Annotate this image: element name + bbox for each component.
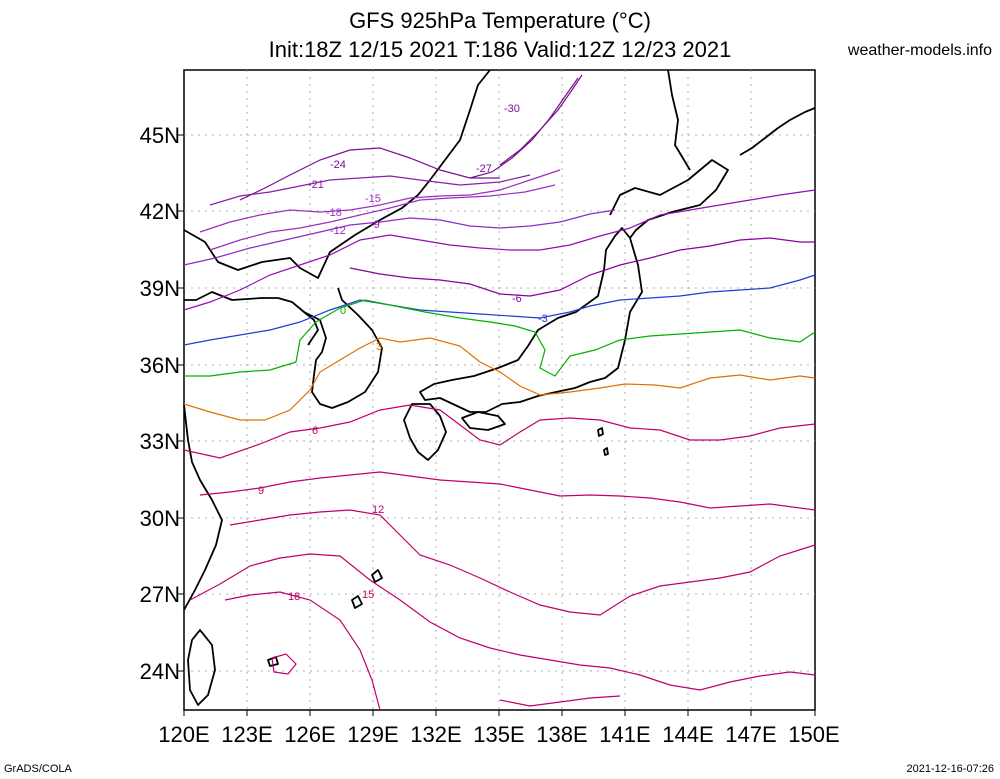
- contour-minus-3: [183, 274, 816, 346]
- coast-ryukyu-1: [351, 595, 363, 609]
- coast-honshu: [419, 227, 643, 413]
- contour-minus-30: [499, 74, 583, 166]
- label-minus-15: -15: [365, 193, 381, 205]
- contour-0: [184, 299, 816, 377]
- chart-subtitle: Init:18Z 12/15 2021 T:186 Valid:12Z 12/2…: [268, 37, 732, 62]
- site-label: weather-models.info: [847, 42, 992, 59]
- coastlines: [183, 69, 816, 706]
- lon-label-147e: 147E: [725, 722, 777, 747]
- coast-izu-1: [597, 427, 604, 437]
- label-6: 6: [312, 425, 318, 437]
- coast-china: [184, 291, 319, 346]
- label-18: 18: [288, 591, 300, 603]
- label-minus-21: -21: [308, 179, 324, 191]
- label-3: 3: [376, 341, 382, 353]
- coast-taiwan: [187, 629, 216, 706]
- lat-label-39n: 39N: [139, 276, 180, 301]
- coast-east-china: [183, 404, 223, 611]
- chart-title: GFS 925hPa Temperature (°C): [349, 8, 651, 33]
- label-minus-18: -18: [326, 207, 342, 219]
- label-15: 15: [362, 589, 374, 601]
- label-12: 12: [372, 504, 384, 516]
- lat-label-30n: 30N: [139, 506, 180, 531]
- label-minus-3: -3: [538, 313, 548, 325]
- contour-15b: [499, 695, 621, 707]
- credit-grads: GrADS/COLA: [4, 763, 72, 775]
- label-minus-24: -24: [330, 159, 346, 171]
- contour-15: [189, 553, 816, 691]
- label-minus-12: -12: [330, 225, 346, 237]
- contour-minus-15: [209, 184, 556, 251]
- coast-mainland: [183, 69, 491, 279]
- lat-label-42n: 42N: [139, 199, 180, 224]
- lon-label-123e: 123E: [221, 722, 273, 747]
- lat-label-24n: 24N: [139, 659, 180, 684]
- coast-izu-2: [603, 447, 609, 456]
- contour-18: [224, 591, 381, 711]
- contour-3: [183, 337, 816, 421]
- contour-minus-18: [199, 169, 561, 233]
- lat-label-45n: 45N: [139, 123, 180, 148]
- lon-label-120e: 120E: [158, 722, 210, 747]
- lon-label-138e: 138E: [536, 722, 588, 747]
- label-minus-9: -9: [370, 219, 380, 231]
- contour-minus-9: [183, 189, 816, 311]
- contour-12: [229, 509, 816, 616]
- credit-timestamp: 2021-12-16-07:26: [906, 763, 994, 775]
- contour-minus-27: [469, 77, 579, 179]
- label-minus-6: -6: [512, 293, 522, 305]
- lon-label-141e: 141E: [599, 722, 651, 747]
- contour-minus-6: [349, 237, 815, 297]
- lon-label-150e: 150E: [788, 722, 840, 747]
- contour-minus-12: [183, 209, 616, 266]
- coast-ryukyu-2: [371, 569, 383, 583]
- contour-18b: [271, 653, 297, 675]
- lon-label-144e: 144E: [662, 722, 714, 747]
- label-9: 9: [258, 485, 264, 497]
- axis-ticks: [178, 134, 816, 716]
- coast-kurils: [739, 107, 816, 156]
- lon-label-132e: 132E: [410, 722, 462, 747]
- label-0: 0: [340, 305, 346, 317]
- graticule: [184, 70, 815, 710]
- coast-kyushu: [403, 403, 447, 461]
- contours: [183, 74, 816, 711]
- coast-hokkaido: [609, 159, 729, 239]
- lon-label-126e: 126E: [284, 722, 336, 747]
- lat-label-36n: 36N: [139, 353, 180, 378]
- contour-minus-24: [239, 147, 500, 201]
- contour-minus-21: [209, 174, 531, 206]
- coast-sakhalin: [667, 69, 691, 171]
- label-minus-27: -27: [476, 163, 492, 175]
- coast-korea: [303, 287, 383, 409]
- lat-label-33n: 33N: [139, 429, 180, 454]
- lat-label-27n: 27N: [139, 582, 180, 607]
- label-minus-30: -30: [504, 103, 520, 115]
- contour-9: [199, 471, 816, 511]
- contour-6: [183, 404, 816, 459]
- contour-labels: -30 -27 -24 -21 -18 -15 -12 -9 -6 -3 0 3…: [258, 103, 548, 603]
- lon-label-129e: 129E: [347, 722, 399, 747]
- coast-shikoku: [461, 411, 506, 431]
- lon-label-135e: 135E: [473, 722, 525, 747]
